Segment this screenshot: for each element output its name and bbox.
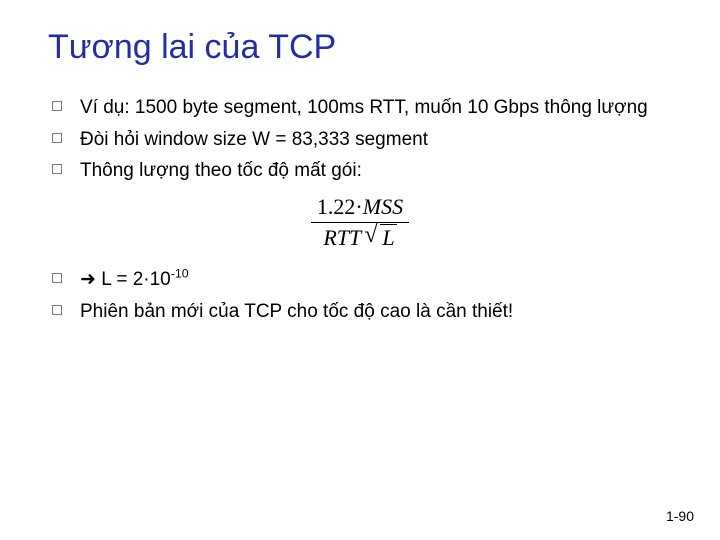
bullet-item: Đòi hỏi window size W = 83,333 segment [48, 127, 672, 153]
bullet-item: Thông lượng theo tốc độ mất gói: [48, 158, 672, 184]
den-var: RTT [323, 225, 361, 250]
bullet-item: Ví dụ: 1500 byte segment, 100ms RTT, muố… [48, 95, 672, 121]
bullet-list-top: Ví dụ: 1500 byte segment, 100ms RTT, muố… [48, 95, 672, 184]
page-num-value: 90 [678, 508, 694, 524]
slide: Tương lai của TCP Ví dụ: 1500 byte segme… [0, 0, 720, 540]
numerator: 1.22·MSS [311, 194, 409, 222]
loss-exponent: -10 [171, 267, 189, 281]
bullet-item: ➜ L = 2·10-10 [48, 267, 672, 293]
num-var: MSS [363, 194, 403, 219]
fraction: 1.22·MSS RTT L [311, 194, 409, 251]
slide-title: Tương lai của TCP [48, 28, 672, 67]
num-const: 1.22 [317, 194, 356, 219]
denominator: RTT L [311, 222, 409, 251]
bullet-list-bottom: ➜ L = 2·10-10 Phiên bản mới của TCP cho … [48, 267, 672, 324]
bullet-item: Phiên bản mới của TCP cho tốc độ cao là … [48, 299, 672, 325]
loss-text: ➜ L = 2·10 [80, 269, 171, 290]
radicand: L [380, 224, 396, 250]
formula: 1.22·MSS RTT L [48, 194, 672, 251]
page-number: 1-90 [666, 508, 694, 524]
page-prefix: 1- [666, 508, 678, 524]
sqrt: L [366, 225, 396, 251]
num-dot: · [355, 194, 362, 219]
